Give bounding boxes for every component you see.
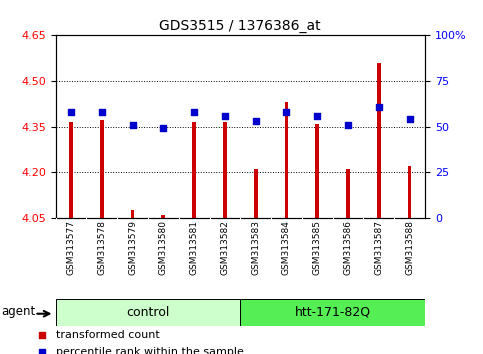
Text: htt-171-82Q: htt-171-82Q <box>295 306 371 319</box>
Bar <box>377 63 381 218</box>
Text: GSM313579: GSM313579 <box>128 220 137 275</box>
Point <box>98 109 106 115</box>
Bar <box>161 215 165 218</box>
Bar <box>192 122 196 218</box>
Text: GSM313588: GSM313588 <box>405 220 414 275</box>
Point <box>128 122 136 127</box>
Bar <box>346 169 350 218</box>
Text: GSM313583: GSM313583 <box>251 220 260 275</box>
Title: GDS3515 / 1376386_at: GDS3515 / 1376386_at <box>159 19 321 33</box>
Text: GSM313578: GSM313578 <box>97 220 106 275</box>
Point <box>159 126 167 131</box>
Point <box>313 113 321 119</box>
Bar <box>100 120 103 218</box>
Point <box>375 104 383 109</box>
Text: GSM313584: GSM313584 <box>282 220 291 275</box>
Point <box>344 122 352 127</box>
Text: GSM313586: GSM313586 <box>343 220 353 275</box>
Point <box>38 332 46 337</box>
Text: percentile rank within the sample: percentile rank within the sample <box>56 347 244 354</box>
Bar <box>254 169 257 218</box>
Point <box>406 116 413 122</box>
Text: GSM313581: GSM313581 <box>190 220 199 275</box>
Bar <box>56 299 241 326</box>
Point <box>67 109 75 115</box>
Bar <box>223 122 227 218</box>
Text: GSM313580: GSM313580 <box>159 220 168 275</box>
Text: GSM313587: GSM313587 <box>374 220 384 275</box>
Point <box>38 349 46 354</box>
Text: GSM313582: GSM313582 <box>220 220 229 275</box>
Point <box>252 118 259 124</box>
Point <box>283 109 290 115</box>
Bar <box>408 166 412 218</box>
Bar <box>241 299 425 326</box>
Bar <box>69 122 73 218</box>
Text: GSM313585: GSM313585 <box>313 220 322 275</box>
Point <box>221 113 229 119</box>
Text: control: control <box>126 306 170 319</box>
Point <box>190 109 198 115</box>
Text: GSM313577: GSM313577 <box>67 220 75 275</box>
Bar <box>315 124 319 218</box>
Text: agent: agent <box>1 304 35 318</box>
Bar <box>131 210 134 218</box>
Text: transformed count: transformed count <box>56 330 160 339</box>
Bar <box>284 102 288 218</box>
